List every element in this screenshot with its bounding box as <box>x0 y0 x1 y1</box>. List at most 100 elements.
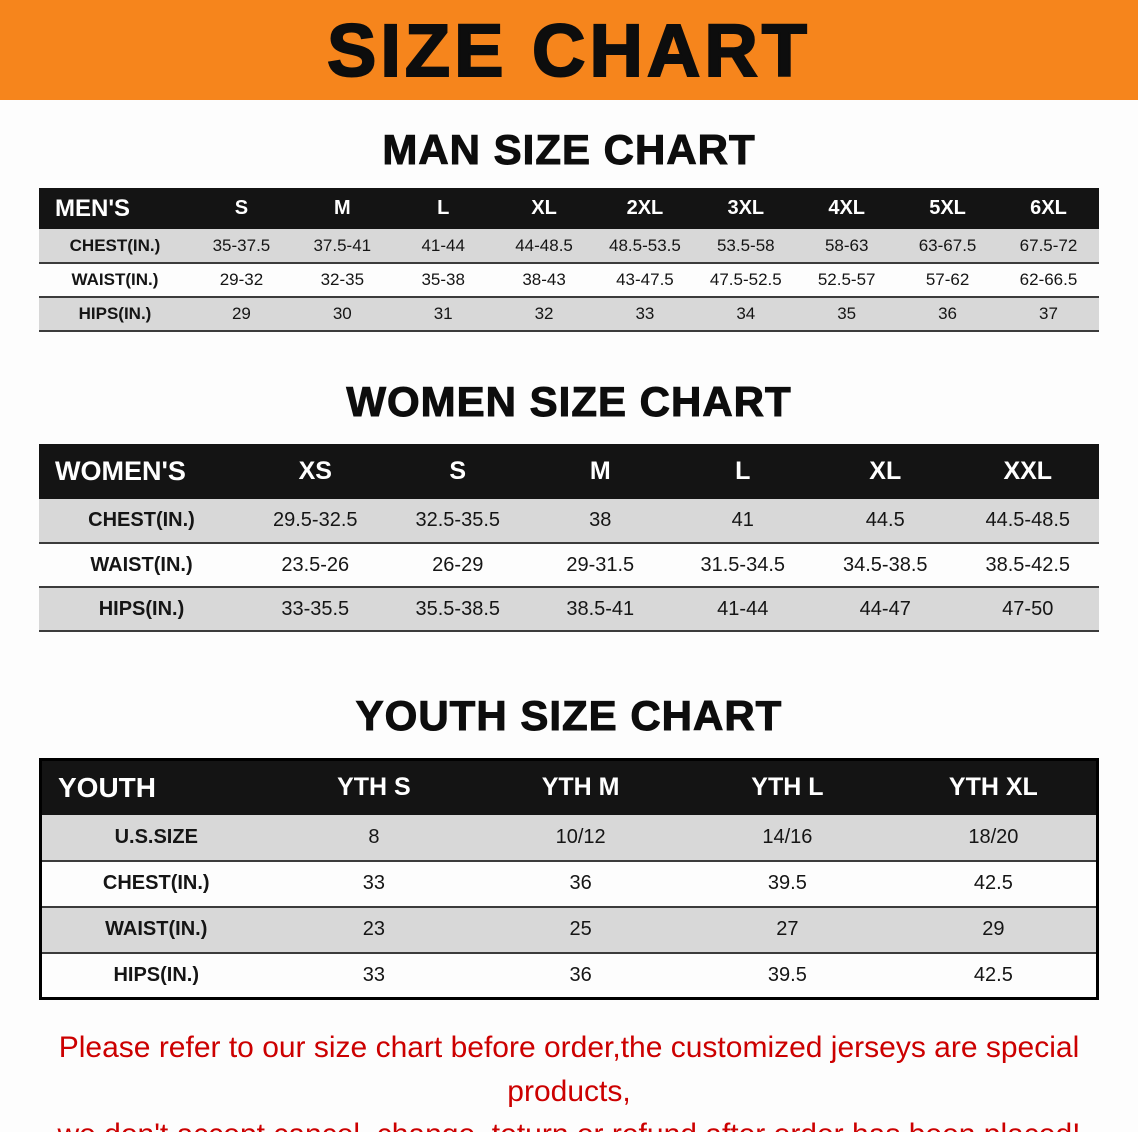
value-cell: 35 <box>837 304 857 323</box>
value-cell: 44-47 <box>859 597 911 620</box>
disclaimer-line-1: Please refer to our size chart before or… <box>58 1031 1080 1108</box>
size-header-cell: YTH S <box>270 759 478 815</box>
value-cell: 8 <box>368 825 380 848</box>
value-cell: 39.5 <box>767 872 807 894</box>
value-cell: 29 <box>982 918 1005 940</box>
value-cell: 27 <box>776 918 799 940</box>
table-row: CHEST(IN.) 33 36 39.5 42.5 <box>40 860 1098 907</box>
size-header-cell: 2XL <box>594 188 696 229</box>
value-cell: 35-38 <box>421 270 465 289</box>
table-row: CHEST(IN.) 29.5-32.5 32.5-35.5 38 41 44.5 44.5… <box>39 499 1099 543</box>
value-cell: 31 <box>433 304 453 323</box>
size-header-cell: S <box>191 188 292 229</box>
value-cell: 10/12 <box>555 825 606 848</box>
row-label-cell: U.S.SIZE <box>114 825 198 848</box>
value-cell: 32 <box>534 304 554 323</box>
table-header-row: MEN'S S M L XL 2XL 3XL 4XL 5XL 6XL <box>39 188 1099 229</box>
value-cell: 44.5-48.5 <box>985 509 1070 531</box>
row-label-cell: HIPS(IN.) <box>113 963 200 986</box>
value-cell: 52.5-57 <box>817 270 876 289</box>
size-header-cell: L <box>392 188 494 229</box>
value-cell: 36 <box>569 872 592 894</box>
value-cell: 47.5-52.5 <box>709 270 782 289</box>
value-cell: 35.5-38.5 <box>415 597 500 620</box>
value-cell: 14/16 <box>762 825 813 848</box>
size-header-cell: M <box>291 188 393 229</box>
value-cell: 53.5-58 <box>716 235 775 255</box>
value-cell: 44-48.5 <box>515 235 573 255</box>
size-header-cell: YTH M <box>477 759 684 815</box>
women-size-table: WOMEN'S XS S M L XL XXL CHEST(IN.) 29.5-32.5 32.5… <box>39 444 1099 632</box>
value-cell: 33 <box>362 963 385 986</box>
value-cell: 29-31.5 <box>566 553 635 576</box>
value-cell: 29 <box>231 304 251 323</box>
value-cell: 25 <box>569 918 592 940</box>
table-title-cell: WOMEN'S <box>39 444 244 499</box>
size-header-cell: YTH L <box>684 759 891 815</box>
table-header-row: YOUTH YTH S YTH M YTH L YTH XL <box>40 759 1098 815</box>
value-cell: 41-44 <box>717 597 769 620</box>
table-row: HIPS(IN.) 33-35.5 35.5-38.5 38.5-41 41-44 44-… <box>39 587 1099 631</box>
value-cell: 33 <box>635 304 655 323</box>
size-header-cell: S <box>386 444 529 499</box>
value-cell: 39.5 <box>767 963 807 986</box>
size-header-cell: 3XL <box>695 188 797 229</box>
table-title-cell: MEN'S <box>39 188 191 229</box>
men-size-section: MAN SIZE CHART MEN'S S M L XL 2XL 3XL 4XL 5XL 6XL… <box>0 126 1138 332</box>
table-row: WAIST(IN.) 29-32 32-35 35-38 38-43 43-47.5 47.… <box>39 263 1099 297</box>
row-label-cell: CHEST(IN.) <box>102 872 210 894</box>
size-header-cell: 6XL <box>998 188 1099 229</box>
value-cell: 31.5-34.5 <box>700 553 785 576</box>
value-cell: 38-43 <box>522 270 566 289</box>
value-cell: 37 <box>1039 304 1058 323</box>
table-row: HIPS(IN.) 29 30 31 32 33 34 35 36 37 <box>39 297 1099 331</box>
row-label-cell: HIPS(IN.) <box>98 597 185 620</box>
value-cell: 29-32 <box>219 270 264 289</box>
row-label-cell: CHEST(IN.) <box>88 509 195 531</box>
disclaimer-line-2: we don't accept cancel, change, teturn o… <box>0 1113 1138 1132</box>
value-cell: 57-62 <box>925 270 970 289</box>
value-cell: 38 <box>589 509 612 531</box>
value-cell: 33 <box>362 872 385 894</box>
value-cell: 37.5-41 <box>313 235 372 255</box>
value-cell: 38.5-41 <box>566 597 635 620</box>
row-label-cell: WAIST(IN.) <box>71 270 159 289</box>
value-cell: 44.5 <box>865 509 905 531</box>
value-cell: 32-35 <box>320 270 365 289</box>
value-cell: 35-37.5 <box>212 235 271 255</box>
size-header-cell: YTH XL <box>890 759 1098 815</box>
size-header-cell: L <box>671 444 814 499</box>
table-title-cell: YOUTH <box>40 759 271 815</box>
value-cell: 36 <box>938 304 958 323</box>
size-charts: MAN SIZE CHART MEN'S S M L XL 2XL 3XL 4XL 5XL 6XL… <box>0 126 1138 1000</box>
value-cell: 30 <box>332 304 352 323</box>
size-header-cell: XL <box>814 444 957 499</box>
value-cell: 29.5-32.5 <box>272 509 358 531</box>
value-cell: 38.5-42.5 <box>985 553 1070 576</box>
value-cell: 47-50 <box>1002 597 1054 620</box>
youth-size-table: YOUTH YTH S YTH M YTH L YTH XL U.S.SIZE 8 10/12… <box>39 758 1099 1000</box>
men-size-table: MEN'S S M L XL 2XL 3XL 4XL 5XL 6XL CHEST(IN.) 35-37… <box>39 188 1099 332</box>
value-cell: 43-47.5 <box>616 270 674 289</box>
youth-section-heading: YOUTH SIZE CHART <box>355 692 783 740</box>
value-cell: 36 <box>569 963 592 986</box>
value-cell: 23.5-26 <box>281 553 350 576</box>
size-header-cell: 5XL <box>897 188 998 229</box>
table-header-row: WOMEN'S XS S M L XL XXL <box>39 444 1099 499</box>
value-cell: 63-67.5 <box>918 235 977 255</box>
size-header-cell: 4XL <box>796 188 898 229</box>
size-chart-banner: SIZE CHART <box>0 0 1138 100</box>
value-cell: 62-66.5 <box>1019 270 1078 289</box>
table-row: HIPS(IN.) 33 36 39.5 42.5 <box>40 952 1098 999</box>
banner-title: SIZE CHART <box>326 8 811 93</box>
youth-size-section: YOUTH SIZE CHART YOUTH YTH S YTH M YTH L YTH… <box>0 692 1138 1000</box>
size-header-cell: XXL <box>956 444 1099 499</box>
row-label-cell: HIPS(IN.) <box>78 304 152 323</box>
value-cell: 42.5 <box>973 963 1013 986</box>
value-cell: 48.5-53.5 <box>609 235 681 255</box>
size-header-cell: M <box>529 444 672 499</box>
value-cell: 26-29 <box>432 553 484 576</box>
value-cell: 34 <box>736 304 756 323</box>
women-section-heading: WOMEN SIZE CHART <box>346 378 792 426</box>
value-cell: 67.5-72 <box>1019 235 1078 255</box>
